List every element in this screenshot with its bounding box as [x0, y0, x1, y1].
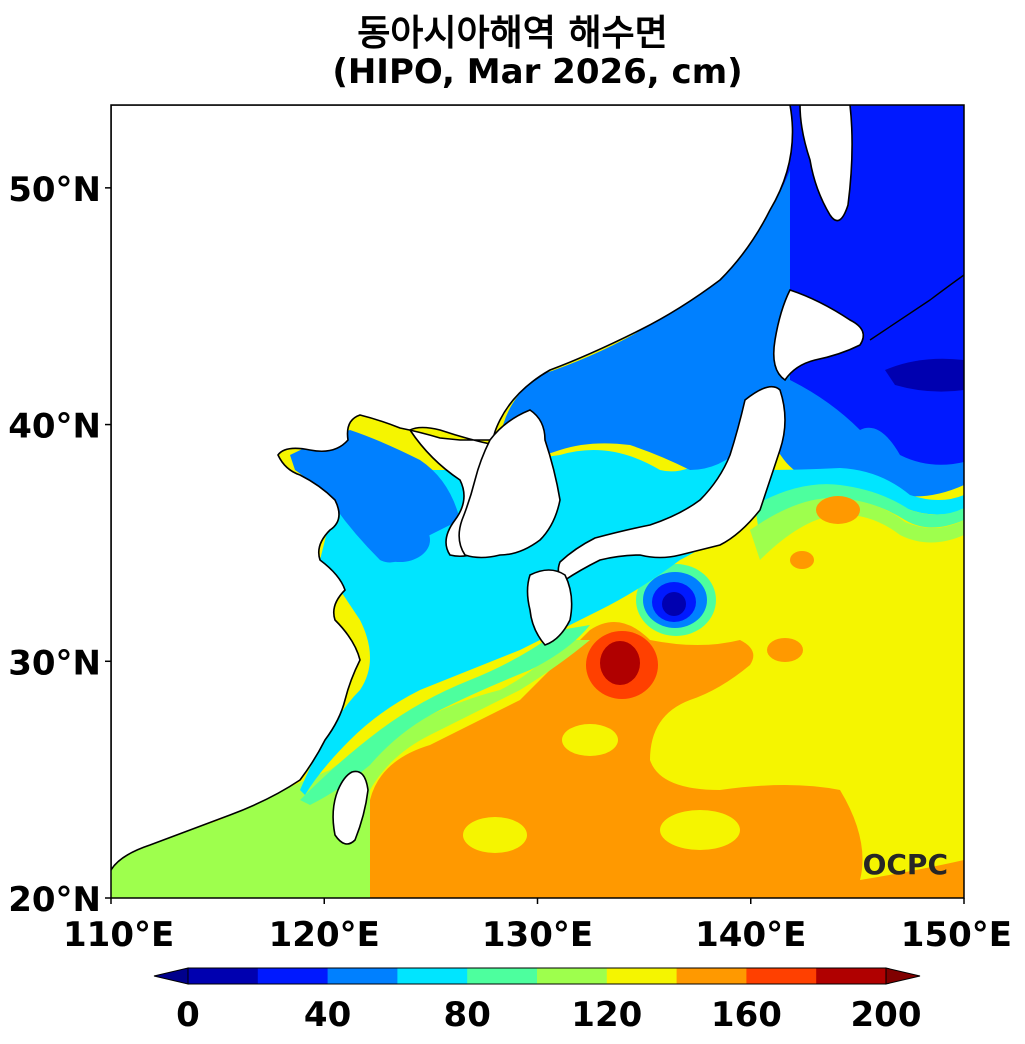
colorbar-frame: [187, 967, 887, 985]
colorbar-over-arrow: [885, 967, 921, 985]
field-orange-spot-2: [767, 638, 803, 662]
field-orange-spot-3: [790, 551, 814, 569]
field-yellow-pocket-2: [562, 724, 618, 756]
map-subtitle: (HIPO, Mar 2026, cm): [332, 52, 743, 92]
colorbar-label: 40: [304, 995, 351, 1035]
field-yellow-pocket-3: [660, 810, 740, 850]
land-japan-hokkaido: [772, 289, 865, 382]
colorbar-segment: [397, 968, 468, 984]
field-eddy-red: [600, 641, 640, 685]
land-asia-mainland: [111, 105, 794, 872]
map-plot-area: [111, 105, 964, 898]
colorbar-under-arrow: [153, 967, 189, 985]
land-korea: [458, 409, 561, 559]
colorbar-label: 80: [444, 995, 491, 1035]
field-kuroshio-lime: [750, 497, 964, 560]
y-tick-label: 40°N: [8, 407, 101, 447]
colorbar-segment: [537, 968, 608, 984]
field-yellow-pocket-1: [463, 817, 527, 853]
colorbar-segment: [816, 968, 887, 984]
y-tick-label: 30°N: [8, 643, 101, 683]
field-kuroshio-cyan: [760, 468, 964, 520]
y-axis: 20°N 30°N 40°N 50°N: [8, 170, 111, 920]
field-pacific-navy: [885, 358, 964, 392]
colorbar-segment: [327, 968, 398, 984]
map-title: 동아시아해역 해수면: [357, 13, 668, 54]
colorbar-label: 160: [711, 995, 782, 1035]
x-tick-label: 110°E: [63, 915, 174, 955]
land-kamchatka-kuril: [869, 274, 964, 341]
colorbar: 0 40 80 120 160 200: [153, 967, 922, 1035]
field-pacific-lightblue: [765, 380, 964, 497]
x-tick-label: 150°E: [901, 915, 1012, 955]
x-axis: 110°E 120°E 130°E 140°E 150°E: [63, 898, 1012, 955]
field-kuroshio-green: [755, 484, 964, 540]
ocpc-logo: OCPC: [863, 848, 948, 881]
colorbar-segment: [257, 968, 329, 984]
colorbar-segment: [606, 968, 678, 984]
x-tick-label: 140°E: [695, 915, 806, 955]
colorbar-label: 0: [176, 995, 200, 1035]
y-tick-label: 50°N: [8, 170, 101, 210]
land-sakhalin: [799, 105, 853, 222]
field-orange-spot-1: [816, 496, 860, 524]
colorbar-label: 120: [571, 995, 642, 1035]
land-taiwan: [332, 770, 369, 845]
colorbar-segment: [467, 968, 538, 984]
x-tick-label: 130°E: [482, 915, 593, 955]
field-ecs-green: [300, 625, 590, 805]
colorbar-segment: [746, 968, 817, 984]
colorbar-label: 200: [851, 995, 922, 1035]
field-cold-eddy-navy: [662, 592, 686, 616]
field-sea-of-japan-blue: [500, 170, 790, 470]
colorbar-segment: [676, 968, 747, 984]
land-japan-honshu: [557, 385, 786, 581]
x-tick-label: 120°E: [269, 915, 380, 955]
land-japan-kyushu: [526, 569, 573, 646]
colorbar-segment: [188, 968, 259, 984]
field-yellowsea-blue: [370, 518, 430, 562]
y-tick-label: 20°N: [8, 880, 101, 920]
